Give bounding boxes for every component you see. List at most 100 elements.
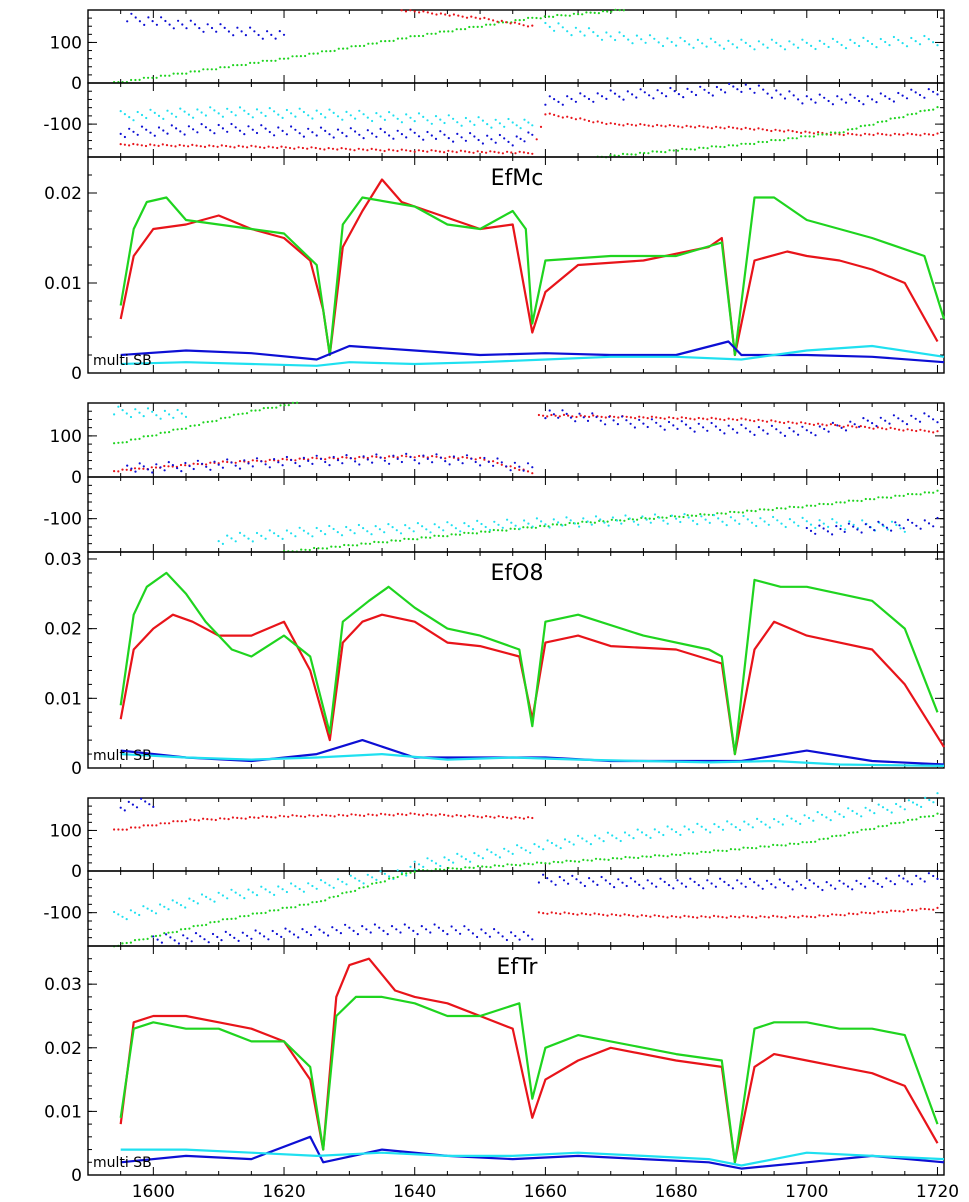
efo8-top-phase-point — [311, 456, 314, 459]
efmc-top-phase-point — [570, 34, 573, 37]
efo8-top-phase-point — [254, 409, 257, 412]
efo8-phase-bottom-ytick-label: -100 — [43, 510, 82, 530]
efo8-top-phase-point — [621, 415, 624, 418]
efmc-bottom-phase-point — [497, 151, 500, 154]
efo8-top-phase-point — [255, 459, 259, 462]
eftr-bottom-phase-point — [284, 927, 287, 930]
efo8-top-phase-point — [163, 409, 166, 412]
efmc-top-phase-point — [316, 52, 319, 55]
efmc-bottom-phase-point — [910, 113, 914, 116]
efmc-bottom-phase-point — [336, 128, 340, 131]
efmc-top-phase-point — [461, 15, 464, 18]
eftr-top-phase-point — [801, 841, 804, 844]
efmc-bottom-phase-point — [507, 140, 510, 143]
efo8-bottom-phase-point — [661, 516, 664, 519]
eftr-bottom-phase-point — [725, 916, 728, 919]
x-tick-label: 1720 — [916, 1182, 959, 1202]
efo8-bottom-phase-point — [522, 526, 525, 529]
efmc-top-phase-point — [202, 68, 205, 71]
eftr-bottom-phase-point — [156, 938, 159, 941]
efmc-bottom-phase-point — [753, 142, 756, 146]
efmc-bottom-phase-point — [392, 114, 395, 117]
efmc-top-phase-point — [261, 37, 264, 40]
eftr-bottom-phase-point — [619, 914, 622, 917]
efmc-top-phase-point — [631, 42, 634, 45]
eftr-bottom-phase-point — [691, 916, 695, 919]
efmc-bottom-phase-point — [765, 140, 769, 144]
efmc-top-phase-point — [897, 38, 900, 42]
efo8-bottom-phase-point — [805, 526, 808, 530]
efmc-bottom-phase-point — [706, 126, 709, 129]
eftr-bottom-phase-point — [234, 917, 237, 920]
efo8-top-phase-point — [518, 468, 521, 471]
efmc-bottom-phase-point — [905, 97, 909, 100]
eftr-bottom-phase-point — [780, 916, 783, 919]
efmc-top-phase-point — [185, 72, 188, 75]
efmc-top-phase-point — [535, 16, 538, 20]
efmc-bottom-phase-point — [358, 133, 361, 136]
eftr-bottom-phase-point — [488, 935, 491, 938]
efmc-bottom-phase-point — [200, 123, 203, 126]
efmc-top-phase-point — [683, 40, 686, 43]
efmc-bottom-phase-point — [570, 116, 573, 119]
efmc-top-phase-point — [522, 18, 526, 22]
efmc-bottom-phase-point — [196, 108, 199, 111]
efmc-bottom-phase-point — [723, 127, 726, 130]
efmc-bottom-phase-point — [332, 111, 335, 114]
eftr-top-phase-point — [261, 815, 264, 818]
eftr-bottom-phase-point — [205, 895, 208, 899]
eftr-bottom-phase-point — [154, 934, 158, 938]
efmc-bottom-phase-point — [319, 147, 322, 150]
efo8-top-phase-point — [470, 457, 473, 460]
eftr-bottom-phase-point — [890, 909, 893, 912]
efmc-bottom-phase-point — [915, 112, 918, 115]
efmc-bottom-phase-point — [452, 117, 455, 120]
eftr-top-phase-point — [616, 857, 619, 860]
efmc-top-phase-point — [299, 55, 302, 58]
eftr-bottom-phase-point — [659, 877, 662, 880]
efo8-top-phase-point — [817, 422, 820, 425]
efmc-top-phase-point — [282, 33, 286, 36]
efmc-top-phase-point — [853, 41, 856, 45]
eftr-bottom-phase-point — [383, 872, 386, 875]
efmc-bottom-phase-point — [226, 130, 229, 133]
efmc-bottom-phase-point — [740, 90, 743, 93]
eftr-top-phase-point — [193, 818, 196, 822]
efmc-bottom-phase-point — [753, 128, 756, 131]
eftr-top-phase-point — [477, 854, 480, 857]
efmc-top-phase-point — [444, 13, 447, 16]
eftr-bottom-phase-point — [755, 916, 758, 919]
efmc-bottom-phase-point — [494, 141, 497, 144]
efo8-bottom-phase-point — [861, 519, 864, 522]
efmc-top-phase-point — [155, 23, 158, 26]
eftr-top-phase-point — [899, 805, 902, 808]
eftr-bottom-phase-point — [366, 885, 369, 888]
efo8-bottom-phase-point — [831, 518, 834, 521]
efo8-bottom-phase-point — [720, 512, 723, 515]
efo8-bottom-phase-point — [746, 509, 749, 512]
efmc-bottom-phase-point — [561, 103, 564, 106]
efmc-top-phase-point — [193, 23, 197, 26]
eftr-top-phase-point — [540, 861, 543, 865]
efo8-top-phase-point — [251, 465, 254, 468]
eftr-top-phase-point — [469, 860, 472, 863]
efo8-top-phase-point — [736, 418, 739, 422]
efo8-top-phase-point — [250, 409, 253, 412]
efo8-bottom-phase-point — [856, 528, 859, 531]
efmc-top-phase-point — [354, 45, 357, 48]
eftr-bottom-phase-point — [177, 942, 180, 945]
eftr-top-phase-point — [144, 800, 147, 803]
eftr-top-phase-point — [480, 816, 483, 819]
efo8-top-phase-point — [211, 420, 214, 423]
efo8-top-phase-point — [853, 423, 856, 426]
efo8-top-phase-point — [919, 428, 922, 431]
efo8-bottom-phase-point — [300, 548, 303, 551]
efo8-bottom-phase-point — [805, 520, 808, 523]
efo8-bottom-phase-point — [704, 518, 707, 521]
efo8-top-phase-point — [676, 417, 679, 420]
efmc-bottom-phase-point — [677, 125, 680, 128]
efo8-bottom-phase-point — [315, 526, 318, 530]
efo8-top-phase-point — [167, 465, 170, 468]
